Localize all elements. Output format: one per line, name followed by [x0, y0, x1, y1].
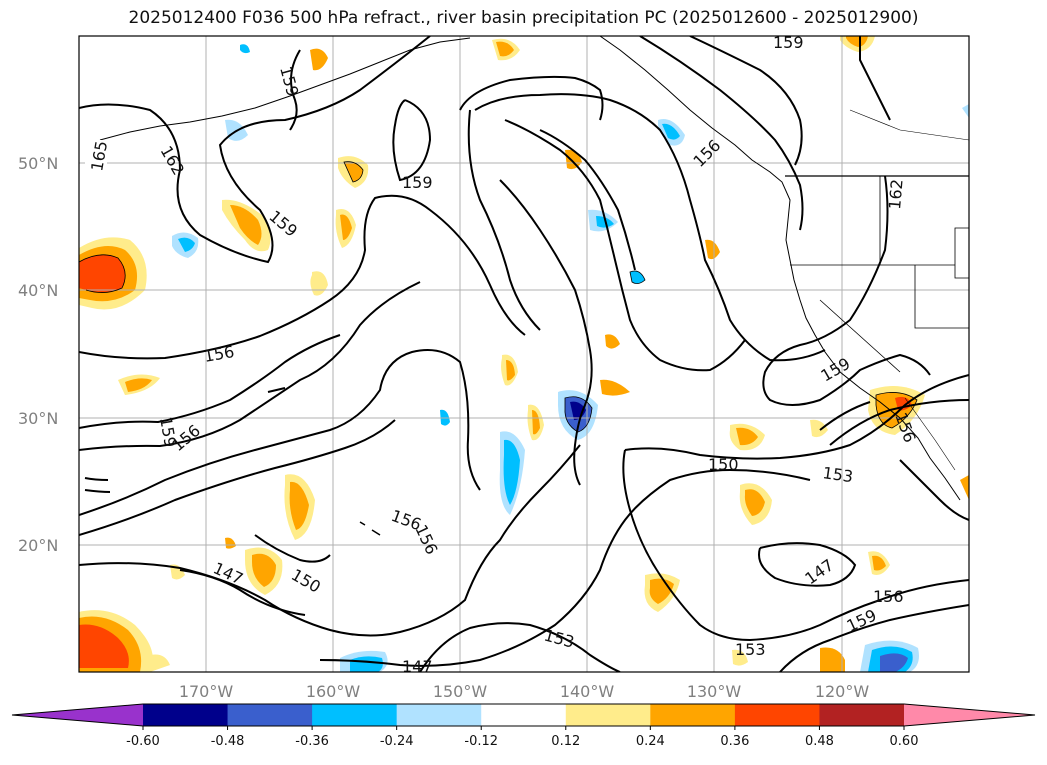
shading-outlines — [79, 161, 918, 433]
lat-label-50n: 50°N — [18, 154, 58, 173]
map-background — [79, 36, 969, 672]
contour-label: 156 — [873, 587, 904, 606]
colorbar-tick-label: 0.24 — [636, 734, 665, 749]
colorbar-segment — [819, 704, 905, 726]
map-title: 2025012400 F036 500 hPa refract., river … — [128, 8, 919, 28]
colorbar-tick-label: 0.12 — [551, 734, 580, 749]
refractivity-contours — [79, 36, 969, 672]
colorbar-segment — [565, 704, 651, 726]
colorbar-tick-label: -0.48 — [211, 734, 245, 749]
lon-label-140w: 140°W — [560, 682, 615, 701]
colorbar-segment — [734, 704, 820, 726]
colorbar-tick-label: -0.12 — [464, 734, 498, 749]
colorbar-segment — [227, 704, 313, 726]
map-frame — [78, 35, 970, 673]
colorbar: -0.60 -0.48 -0.36 -0.24 -0.12 0.12 0.24 0.36 0.4… — [11, 703, 1036, 749]
lon-label-150w: 150°W — [433, 682, 488, 701]
contour-label: 159 — [773, 33, 804, 52]
graticule — [79, 36, 969, 672]
contour-label: 159 — [402, 173, 433, 192]
colorbar-tick-label: -0.24 — [380, 734, 414, 749]
colorbar-segment — [650, 704, 736, 726]
colorbar-segment — [312, 704, 398, 726]
longitude-labels: 170°W 160°W 150°W 140°W 130°W 120°W — [179, 682, 870, 701]
colorbar-extend-low — [12, 704, 143, 726]
lon-label-130w: 130°W — [687, 682, 742, 701]
colorbar-segment — [396, 704, 482, 726]
colorbar-segment — [143, 704, 229, 726]
lat-label-20n: 20°N — [18, 536, 58, 555]
lat-label-40n: 40°N — [18, 281, 58, 300]
lon-label-170w: 170°W — [179, 682, 234, 701]
colorbar-tick-label: -0.60 — [126, 734, 160, 749]
colorbar-tick-label: 0.48 — [805, 734, 834, 749]
coastlines — [99, 36, 969, 536]
lat-label-30n: 30°N — [18, 409, 58, 428]
contour-label: 162 — [885, 178, 907, 210]
contour-label: 153 — [735, 640, 766, 659]
latitude-labels: 50°N 40°N 30°N 20°N — [18, 154, 58, 555]
lon-label-160w: 160°W — [306, 682, 361, 701]
colorbar-tick-label: 0.36 — [720, 734, 749, 749]
contour-label: 153 — [821, 463, 854, 486]
colorbar-tick-label: 0.60 — [890, 734, 919, 749]
contour-label: 147 — [402, 657, 433, 676]
colorbar-segment — [481, 704, 567, 726]
colorbar-extend-high — [904, 704, 1035, 726]
contour-label: 150 — [708, 455, 739, 474]
colorbar-tick-label: -0.36 — [295, 734, 329, 749]
lon-label-120w: 120°W — [815, 682, 870, 701]
